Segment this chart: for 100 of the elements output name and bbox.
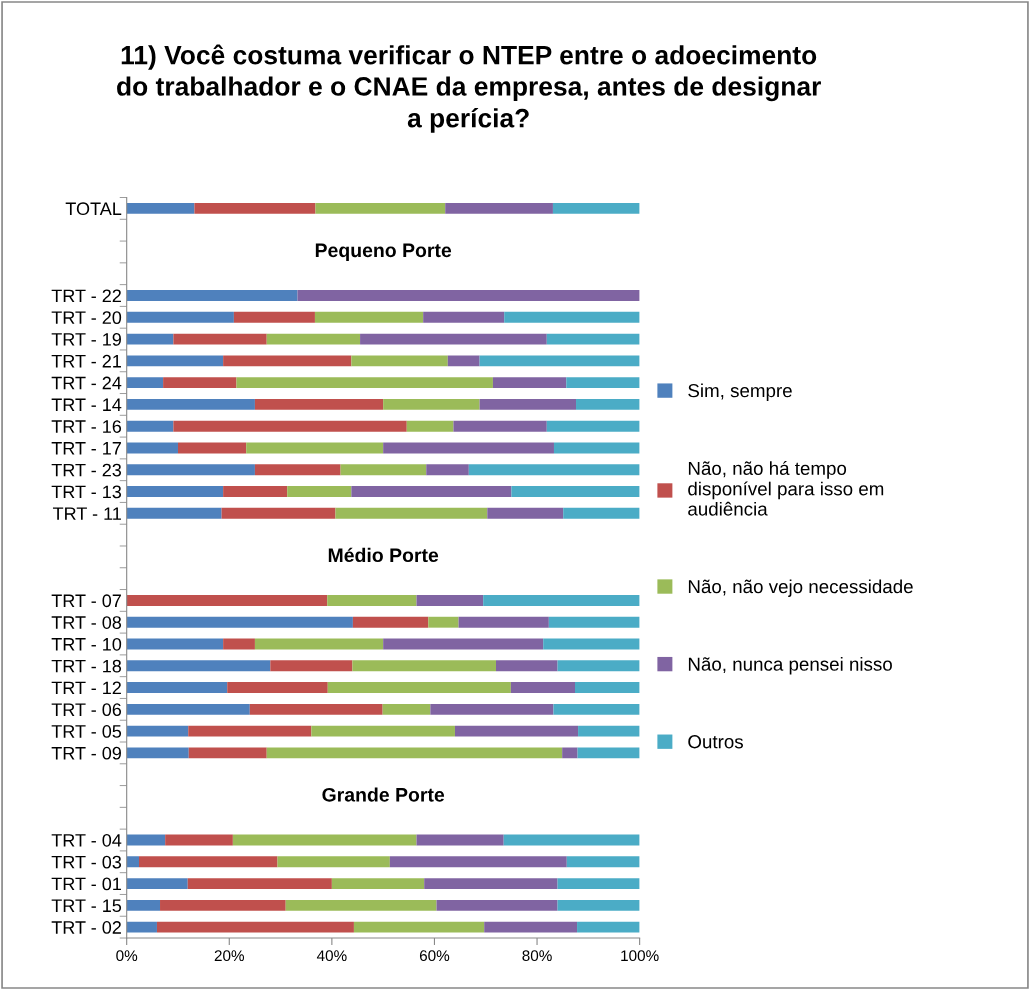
y-tick-label: TRT - 10 (51, 637, 122, 651)
bar (576, 398, 640, 410)
bar (577, 747, 640, 759)
x-tick-label: 20% (214, 950, 245, 962)
y-tick-label: TRT - 08 (51, 616, 122, 629)
bar (327, 682, 511, 693)
bar (311, 725, 455, 737)
bar (126, 638, 224, 650)
bar (352, 616, 429, 628)
annotation: Grande Porte (322, 787, 445, 802)
annotation: Pequeno Porte (315, 243, 452, 262)
y-tick-label: TRT - 16 (51, 420, 122, 433)
bar (287, 486, 352, 497)
bar (575, 682, 640, 693)
bar (383, 442, 554, 454)
bar (223, 486, 288, 497)
legend-label: Sim, sempre (688, 383, 792, 402)
bar (126, 878, 188, 890)
bar (126, 899, 161, 911)
y-tick-label: TOTAL (65, 202, 122, 216)
bar (126, 616, 353, 628)
y-tick-label: TRT - 17 (51, 442, 121, 455)
bar (360, 333, 547, 345)
bar (165, 834, 233, 846)
y-tick-label: TRT - 09 (51, 746, 121, 760)
bar (156, 921, 354, 933)
bar (504, 311, 640, 323)
bar (546, 333, 640, 345)
bar (416, 594, 484, 606)
x-tick-label: 100% (621, 950, 659, 962)
bar (557, 660, 640, 672)
bar (126, 398, 255, 410)
bar (223, 355, 352, 367)
chart-title: 11) Você costuma verificar o NTEP entre o adoecimento do trabalhador e o CNAE da empresa, antes de designar a perícia? (117, 44, 821, 133)
bar (314, 311, 424, 323)
bar (139, 856, 278, 868)
bar (188, 747, 267, 759)
bar (416, 834, 504, 846)
bar (188, 725, 312, 737)
bar (548, 616, 640, 628)
bar (557, 878, 640, 890)
bar (126, 747, 189, 759)
bar (126, 420, 174, 432)
bar (126, 464, 255, 476)
bar (177, 442, 247, 454)
bar (546, 420, 640, 432)
bar (351, 486, 512, 497)
y-tick-label: TRT - 18 (51, 659, 122, 673)
bar (383, 638, 544, 650)
bar (389, 856, 567, 868)
bar (126, 290, 298, 301)
bar (126, 486, 224, 497)
bar (126, 442, 178, 454)
bar (352, 660, 497, 672)
bar (126, 333, 174, 345)
bar (246, 442, 384, 454)
bar (187, 878, 332, 890)
bar (503, 834, 640, 846)
bar (543, 638, 640, 650)
bar (424, 878, 558, 890)
bar (126, 921, 157, 933)
bar (492, 377, 567, 389)
bar (487, 507, 564, 519)
y-tick-label: TRT - 01 (51, 877, 121, 891)
bar (479, 355, 640, 367)
x-tick-label: 40% (316, 950, 347, 962)
y-tick-label: TRT - 12 (51, 681, 121, 695)
bar (126, 202, 195, 214)
bar (254, 638, 384, 650)
bar (173, 333, 267, 345)
bar (447, 355, 480, 367)
y-tick-label: TRT - 21 (51, 354, 121, 368)
legend-label: Outros (688, 735, 743, 749)
bar (232, 834, 417, 846)
bar (577, 921, 640, 933)
bar (126, 682, 228, 693)
y-tick-label: TRT - 20 (51, 311, 122, 325)
bar (266, 747, 563, 759)
bar (194, 202, 316, 214)
bar (552, 202, 640, 214)
bar (331, 878, 425, 890)
bar (254, 398, 384, 410)
legend-label: Não, nunca pensei nisso (688, 657, 892, 675)
y-tick-label: TRT - 11 (52, 507, 121, 520)
bar (468, 464, 640, 476)
y-tick-label: TRT - 13 (51, 485, 122, 499)
bar (126, 856, 139, 868)
bar (578, 725, 640, 737)
bar (221, 507, 336, 519)
bar (285, 899, 437, 911)
bar (126, 507, 222, 519)
bar (496, 660, 558, 672)
bar (233, 311, 315, 323)
bar (511, 486, 640, 497)
bar (353, 921, 485, 933)
bar (566, 856, 640, 868)
y-tick-label: TRT - 06 (51, 703, 122, 717)
bar (297, 290, 640, 301)
bar (236, 377, 493, 389)
bar (426, 464, 469, 476)
